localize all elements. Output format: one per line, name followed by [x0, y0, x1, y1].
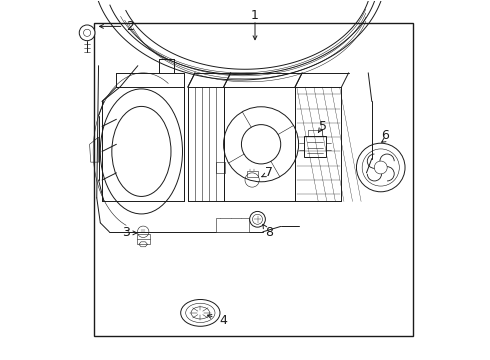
Bar: [94, 23, 413, 337]
Text: 3: 3: [122, 226, 130, 239]
Text: 4: 4: [220, 314, 227, 327]
Circle shape: [79, 25, 95, 41]
Bar: [247, 171, 258, 177]
Bar: [137, 234, 149, 244]
Text: 8: 8: [265, 226, 273, 239]
Text: 5: 5: [319, 120, 327, 133]
Bar: [217, 217, 248, 232]
Circle shape: [83, 29, 91, 36]
Text: 1: 1: [251, 9, 259, 22]
Text: 2: 2: [126, 20, 134, 33]
Bar: [217, 162, 225, 173]
Text: 6: 6: [381, 129, 389, 142]
Text: 7: 7: [265, 166, 273, 179]
Bar: [304, 136, 326, 157]
